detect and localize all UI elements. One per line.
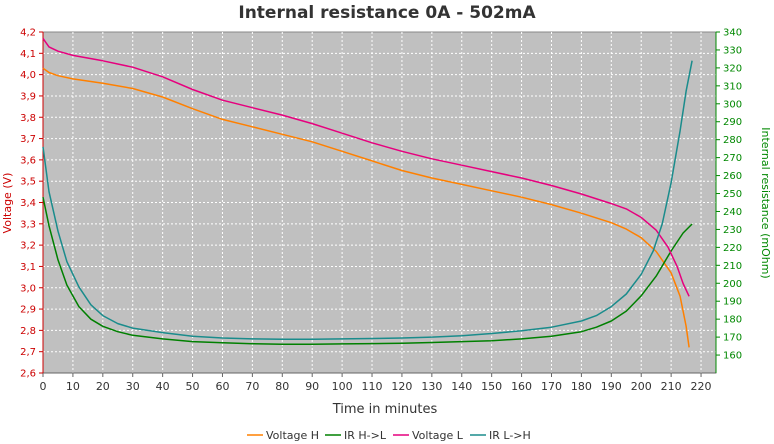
left-tick-label: 2,7 <box>20 347 36 358</box>
right-tick-label: 260 <box>723 171 742 182</box>
right-y-axis-title: Internal resistance (mOhm) <box>759 127 772 278</box>
left-tick-label: 3,3 <box>20 219 36 230</box>
right-y-axis: 160 170 180 190 200 210 220 230 240 250 260 270 280 2… <box>715 28 742 373</box>
x-tick-label: 160 <box>511 380 532 393</box>
left-y-axis-title: Voltage (V) <box>1 173 14 234</box>
left-tick-label: 3,4 <box>20 198 36 209</box>
left-tick-label: 3,7 <box>20 134 36 145</box>
right-tick-label: 290 <box>723 117 742 128</box>
left-y-axis: 2,6 2,7 2,8 2,9 3,0 3,1 3,2 3,3 3,4 3,5 3,6 3,7 3,8 3… <box>20 28 44 380</box>
left-tick-label: 3,2 <box>20 241 36 252</box>
grid <box>43 32 716 373</box>
legend-label: Voltage L <box>412 429 464 442</box>
x-tick-label: 130 <box>421 380 442 393</box>
x-tick-label: 60 <box>215 380 229 393</box>
left-tick-label: 3,8 <box>20 113 36 124</box>
x-tick-label: 40 <box>156 380 170 393</box>
left-tick-label: 4,2 <box>20 28 36 39</box>
right-tick-label: 250 <box>723 189 742 200</box>
right-tick-label: 240 <box>723 207 742 218</box>
right-tick-label: 170 <box>723 333 742 344</box>
series-line <box>42 37 690 297</box>
x-tick-label: 100 <box>332 380 353 393</box>
x-tick-label: 220 <box>691 380 712 393</box>
x-tick-label: 20 <box>96 380 110 393</box>
legend-label: IR H->L <box>344 429 387 442</box>
x-tick-label: 120 <box>391 380 412 393</box>
right-tick-label: 200 <box>723 279 742 290</box>
x-tick-label: 90 <box>305 380 319 393</box>
right-tick-label: 300 <box>723 99 742 110</box>
right-tick-label: 180 <box>723 315 742 326</box>
right-tick-label: 340 <box>723 28 742 39</box>
chart-title: Internal resistance 0A - 502mA <box>238 3 536 23</box>
left-tick-label: 3,1 <box>20 262 36 273</box>
x-tick-label: 210 <box>661 380 682 393</box>
right-tick-label: 230 <box>723 225 742 236</box>
right-tick-label: 330 <box>723 45 742 56</box>
x-tick-label: 50 <box>186 380 200 393</box>
series-layer <box>42 37 693 348</box>
x-tick-label: 190 <box>601 380 622 393</box>
right-tick-label: 320 <box>723 63 742 74</box>
right-tick-label: 210 <box>723 261 742 272</box>
left-tick-label: 3,9 <box>20 91 36 102</box>
x-tick-label: 0 <box>40 380 47 393</box>
x-axis-title: Time in minutes <box>332 402 438 417</box>
left-tick-label: 3,5 <box>20 177 36 188</box>
series-line <box>42 67 690 348</box>
left-tick-label: 3,0 <box>20 283 36 294</box>
legend: Voltage H IR H->L Voltage L IR L->H <box>247 429 531 442</box>
right-tick-label: 280 <box>723 135 742 146</box>
x-axis: 0 10 20 30 40 50 60 70 80 90 100 110 120 130 140 150 160… <box>40 372 716 393</box>
right-tick-label: 270 <box>723 153 742 164</box>
x-tick-label: 80 <box>275 380 289 393</box>
x-tick-label: 170 <box>541 380 562 393</box>
legend-label: IR L->H <box>489 429 531 442</box>
left-tick-label: 4,0 <box>20 70 36 81</box>
legend-label: Voltage H <box>266 429 319 442</box>
x-tick-label: 150 <box>481 380 502 393</box>
x-tick-label: 30 <box>126 380 140 393</box>
right-tick-label: 220 <box>723 243 742 254</box>
right-tick-label: 160 <box>723 351 742 362</box>
x-tick-label: 110 <box>362 380 383 393</box>
right-tick-label: 190 <box>723 297 742 308</box>
x-tick-label: 70 <box>245 380 259 393</box>
left-tick-label: 2,9 <box>20 305 36 316</box>
left-tick-label: 2,6 <box>20 369 36 380</box>
left-tick-label: 4,1 <box>20 49 36 60</box>
x-tick-label: 140 <box>451 380 472 393</box>
left-tick-label: 2,8 <box>20 326 36 337</box>
x-tick-label: 180 <box>571 380 592 393</box>
x-tick-label: 10 <box>66 380 80 393</box>
right-tick-label: 310 <box>723 81 742 92</box>
series-line <box>42 196 693 346</box>
series-line <box>42 60 693 341</box>
x-tick-label: 200 <box>631 380 652 393</box>
left-tick-label: 3,6 <box>20 155 36 166</box>
